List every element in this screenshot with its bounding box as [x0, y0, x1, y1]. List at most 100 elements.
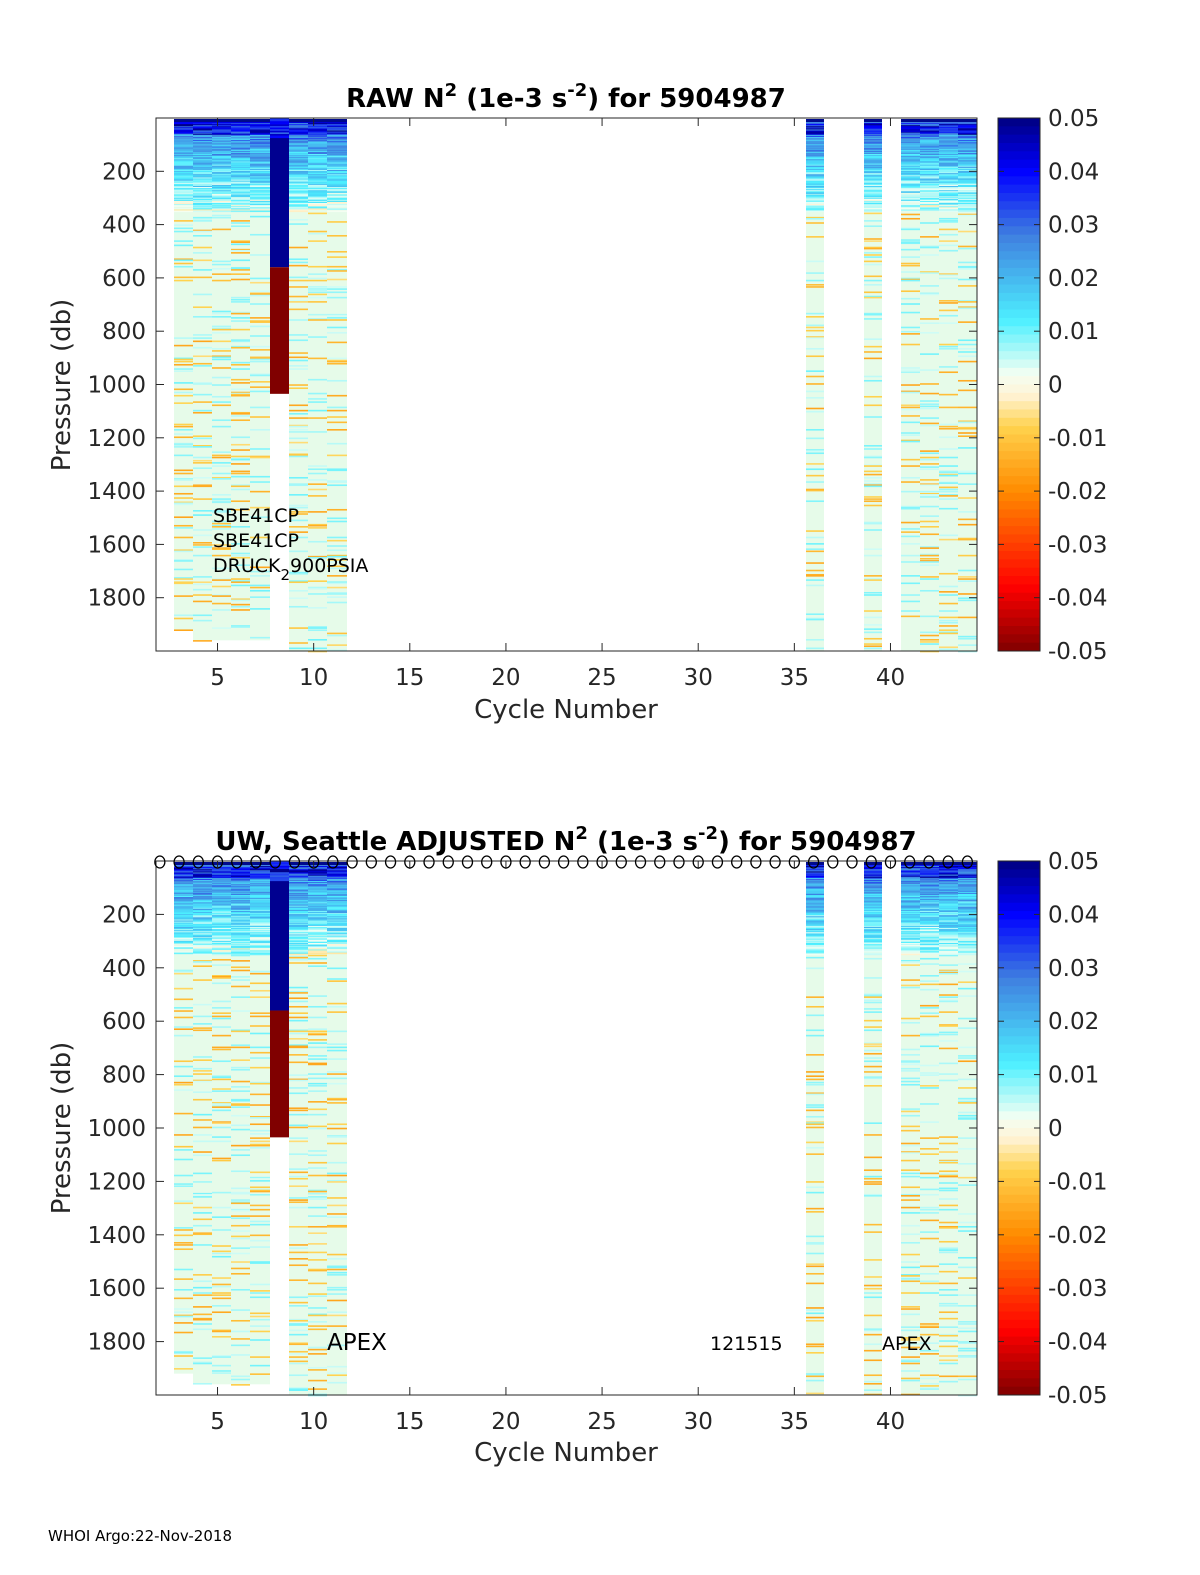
profile-stripe [864, 132, 882, 135]
profile-stripe [231, 954, 250, 957]
colorbar-band [998, 1069, 1040, 1079]
profile-stripe [806, 1153, 824, 1155]
profile-stripe [250, 953, 270, 956]
profile-stripe [864, 548, 882, 550]
profile-stripe [174, 894, 193, 897]
profile-stripe [212, 544, 231, 546]
y-tick-label: 1000 [87, 1116, 146, 1142]
profile-stripe [958, 245, 977, 248]
profile-stripe [864, 160, 882, 162]
profile-stripe [250, 898, 270, 900]
profile-stripe [327, 269, 347, 271]
profile-stripe [250, 871, 270, 874]
profile-stripe [864, 312, 882, 315]
profile-stripe [193, 124, 212, 126]
profile-stripe [958, 153, 977, 156]
profile-stripe [327, 520, 347, 523]
profile-stripe [250, 195, 270, 198]
profile-stripe [174, 189, 193, 191]
profile-stripe [901, 169, 920, 172]
profile-stripe [250, 915, 270, 917]
profile-stripe [174, 337, 193, 339]
profile-stripe [193, 890, 212, 893]
profile-stripe [806, 488, 824, 491]
profile-stripe [289, 951, 308, 954]
profile-stripe [231, 568, 250, 571]
profile-stripe [864, 1122, 882, 1124]
profile-stripe [250, 1330, 270, 1333]
profile-stripe [901, 881, 920, 883]
profile-stripe [231, 191, 250, 193]
profile-stripe [250, 191, 270, 193]
colorbar-band [998, 251, 1040, 261]
profile-stripe [193, 293, 212, 296]
profile-stripe [864, 496, 882, 498]
profile-stripe [864, 146, 882, 149]
profile-stripe [231, 225, 250, 227]
profile-stripe [174, 1308, 193, 1310]
profile-stripe [308, 1127, 327, 1130]
profile-stripe [920, 196, 939, 199]
profile-stripe [212, 1026, 231, 1028]
profile-stripe [212, 1285, 231, 1288]
profile-stripe [806, 1123, 824, 1126]
profile-stripe [174, 370, 193, 372]
profile-stripe [958, 285, 977, 287]
profile-stripe [327, 177, 347, 180]
profile-stripe [174, 1028, 193, 1031]
profile-stripe [806, 1005, 824, 1008]
profile-stripe [864, 628, 882, 630]
profile-stripe [939, 507, 958, 510]
profile-stripe [939, 193, 958, 196]
profile-stripe [250, 1176, 270, 1179]
profile-stripe [250, 349, 270, 351]
profile-stripe [250, 144, 270, 146]
profile-stripe [920, 132, 939, 135]
profile-stripe [174, 1065, 193, 1068]
profile-stripe [864, 897, 882, 899]
profile-stripe [901, 133, 920, 136]
profile-stripe [327, 163, 347, 166]
profile-stripe [901, 1080, 920, 1083]
profile-stripe [958, 1321, 977, 1323]
profile-stripe [231, 169, 250, 172]
profile-stripe [939, 878, 958, 881]
profile-stripe [939, 900, 958, 902]
profile-stripe [212, 874, 231, 877]
profile-background [289, 862, 308, 1395]
profile-stripe [806, 178, 824, 181]
profile-stripe [289, 572, 308, 575]
profile-stripe [920, 925, 939, 928]
profile-stripe [193, 510, 212, 512]
profile-stripe [212, 1102, 231, 1104]
profile-stripe [174, 1007, 193, 1009]
profile-stripe [920, 1007, 939, 1009]
profile-stripe [289, 178, 308, 181]
profile-stripe [939, 249, 958, 252]
profile-stripe [327, 549, 347, 552]
cycle-marker [673, 855, 685, 869]
profile-stripe [289, 946, 308, 948]
profile-stripe [939, 300, 958, 302]
cycle-marker [461, 855, 474, 869]
profile-stripe [212, 501, 231, 504]
colorbar-band [998, 517, 1040, 527]
profile-stripe [231, 917, 250, 919]
profile-stripe [174, 433, 193, 435]
profile-stripe [289, 199, 308, 202]
profile-stripe [958, 904, 977, 907]
profile-stripe [806, 176, 824, 178]
profile-stripe [939, 932, 958, 934]
profile-stripe [958, 921, 977, 924]
profile-stripe [308, 168, 327, 171]
profile-stripe [193, 937, 212, 940]
profile-stripe [958, 878, 977, 881]
profile-stripe [806, 135, 824, 138]
profile-stripe [289, 449, 308, 451]
profile-stripe [193, 1119, 212, 1121]
profile-stripe [939, 220, 958, 222]
profile-stripe [327, 508, 347, 511]
profile-stripe [308, 357, 327, 360]
profile-stripe [193, 217, 212, 220]
profile-stripe [308, 146, 327, 149]
